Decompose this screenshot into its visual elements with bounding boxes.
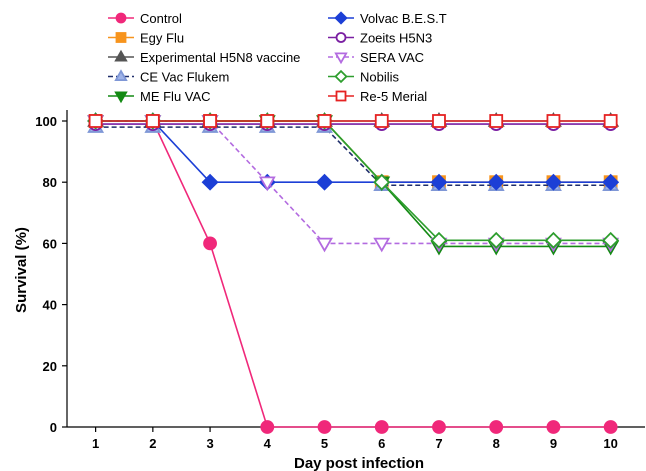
x-tick-label: 4 [264,436,272,451]
legend-item-sera-vac: SERA VAC [328,50,424,65]
legend-marker [114,49,128,62]
data-point-volvac-b-e-s-t [316,173,333,191]
legend-marker [335,32,347,43]
data-point-volvac-b-e-s-t [430,173,448,191]
data-point-re-5-merial [374,114,389,128]
series-control [88,114,618,434]
y-tick-label: 60 [43,236,57,251]
legend-marker [114,69,128,81]
data-point-re-5-merial [603,114,618,128]
series-line-ce-vac-flukem [95,126,611,187]
data-point-volvac-b-e-s-t [487,173,505,191]
legend-item-zoeits-h5n3: Zoeits H5N3 [328,31,432,46]
legend-marker [114,91,128,104]
data-point-re-5-merial [260,114,275,128]
legend-marker [334,69,348,84]
x-tick-label: 10 [603,436,617,451]
x-tick-label: 8 [493,436,500,451]
data-point-nobilis [487,231,505,249]
legend-marker [334,11,348,25]
data-point-volvac-b-e-s-t [201,173,219,191]
x-tick-label: 7 [435,436,442,451]
x-tick-label: 5 [321,436,328,451]
legend-label: Nobilis [360,70,400,85]
legend-label: ME Flu VAC [140,89,211,104]
data-point-nobilis [430,231,448,249]
series-re-5-merial [88,114,618,128]
legend: Control Egy Flu Experimental H5N8 vaccine C… [108,11,447,104]
data-point-volvac-b-e-s-t [602,173,620,191]
data-point-nobilis [373,173,391,191]
data-point-sera-vac [373,237,391,253]
y-axis-title: Survival (%) [13,227,30,313]
legend-label: Control [140,11,182,26]
series-line-sera-vac [95,120,611,245]
legend-marker [334,52,348,65]
legend-marker [115,32,127,43]
y-tick-label: 100 [35,114,57,129]
data-point-re-5-merial [489,114,504,128]
x-tick-label: 9 [550,436,557,451]
data-point-control [374,420,389,434]
data-point-re-5-merial [203,114,217,128]
legend-item-volvac-b-e-s-t: Volvac B.E.S.T [328,11,447,26]
data-point-re-5-merial [145,114,160,128]
data-point-control [432,420,446,434]
data-point-sera-vac [258,176,276,192]
series-line-control [95,120,611,428]
x-tick-label: 6 [378,436,385,451]
data-point-re-5-merial [317,114,332,128]
legend-label: Volvac B.E.S.T [360,11,447,26]
legend-item-control: Control [108,11,182,26]
series-line-me-flu-vac [95,120,611,248]
y-tick-label: 80 [43,175,57,190]
legend-marker [115,12,127,24]
legend-label: Zoeits H5N3 [360,31,432,46]
x-tick-label: 2 [149,436,156,451]
data-point-control [603,420,618,434]
data-point-control [203,236,217,251]
legend-label: Re-5 Merial [360,89,427,104]
plot-area [87,111,620,434]
x-tick-label: 3 [206,436,213,451]
legend-item-egy-flu: Egy Flu [108,31,184,46]
legend-item-experimental-h5n8-vaccine: Experimental H5N8 vaccine [108,49,300,65]
data-point-re-5-merial [432,114,446,128]
legend-item-nobilis: Nobilis [328,70,400,85]
y-tick-label: 40 [43,298,57,313]
data-point-re-5-merial [546,114,561,128]
data-point-re-5-merial [88,114,103,128]
legend-item-me-flu-vac: ME Flu VAC [108,89,211,104]
y-tick-label: 20 [43,359,57,374]
data-point-control [546,420,561,434]
data-point-control [489,420,504,434]
x-axis-title: Day post infection [294,455,424,471]
axes: 0 20 40 60 80 100 1 2 3 4 5 6 7 8 9 10 Day post infect… [13,110,645,471]
legend-label: Experimental H5N8 vaccine [140,50,300,65]
data-point-control [317,420,332,434]
x-ticks: 1 2 3 4 5 6 7 8 9 10 [92,427,618,451]
legend-item-ce-vac-flukem: CE Vac Flukem [108,69,229,85]
legend-item-re-5-merial: Re-5 Merial [328,89,427,104]
data-point-nobilis [544,231,562,249]
x-tick-label: 1 [92,436,99,451]
data-point-volvac-b-e-s-t [544,173,562,191]
data-point-nobilis [602,231,620,249]
legend-label: Egy Flu [140,31,184,46]
legend-marker [335,90,347,102]
y-tick-label: 0 [50,420,57,435]
data-point-control [260,420,275,434]
data-point-sera-vac [316,237,333,253]
series-line-volvac-b-e-s-t [95,120,611,183]
series-zoeits-h5n3 [88,117,618,131]
series-line-nobilis [95,120,611,242]
series-nobilis [87,112,620,249]
y-ticks: 0 20 40 60 80 100 [35,114,67,435]
legend-label: SERA VAC [360,50,424,65]
legend-label: CE Vac Flukem [140,70,229,85]
